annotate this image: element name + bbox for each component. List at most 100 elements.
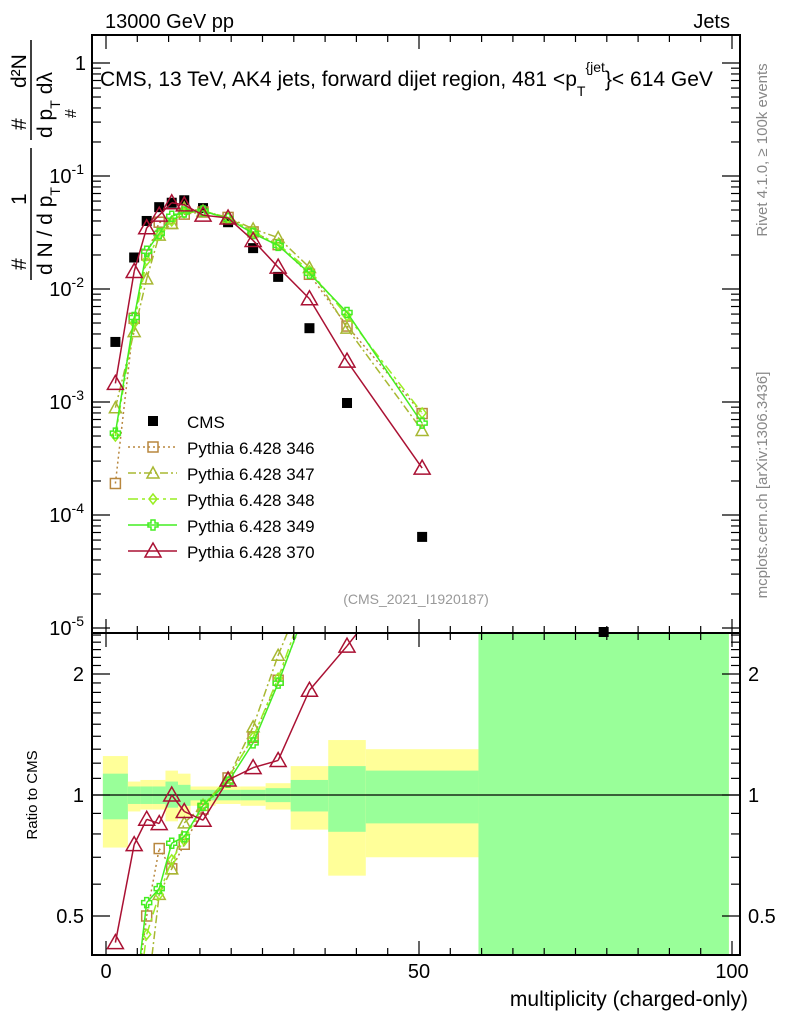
data-point: [248, 243, 259, 254]
ratio-plot-marks: [106, 632, 358, 956]
header-left: 13000 GeV pp: [105, 11, 234, 33]
ratio-point: [162, 785, 182, 802]
data-point: [109, 477, 122, 490]
series-line-4: [346, 312, 423, 424]
plot-title-main: CMS, 13 TeV, AK4 jets, forward dijet reg…: [100, 68, 577, 91]
legend-item: Pythia 6.428 346: [128, 439, 315, 458]
series-line-3: [252, 231, 279, 245]
series-line-1: [308, 273, 348, 327]
ratio-line-3: [252, 677, 279, 738]
data-point: [341, 306, 353, 319]
legend-item: Pythia 6.428 349: [128, 517, 315, 536]
series-line-4: [171, 211, 185, 217]
ratio-point: [140, 910, 153, 922]
data-point: [414, 422, 430, 437]
legend-label: Pythia 6.428 346: [187, 439, 315, 458]
ratio-y-label: Ratio to CMS: [24, 750, 41, 839]
plot-title-tail: }< 614 GeV: [605, 68, 713, 91]
ratio-point: [153, 882, 165, 895]
plot-title-sup: {jet: [585, 59, 605, 75]
series-line-5: [227, 217, 254, 241]
data-point: [243, 230, 263, 248]
data-point: [178, 206, 190, 218]
ratio-line-2: [252, 655, 279, 728]
data-point: [162, 193, 182, 210]
y-tick-label: 1: [75, 53, 86, 75]
ratio-point: [124, 835, 144, 852]
data-point: [124, 261, 144, 279]
legend-label: Pythia 6.428 370: [187, 543, 315, 562]
y-tick-label: 10-1: [49, 161, 84, 188]
ratio-point: [337, 636, 357, 653]
legend-label: Pythia 6.428 348: [187, 491, 315, 510]
ratio-y-tick-label-left: 1: [73, 785, 84, 807]
series-line-5: [133, 227, 148, 272]
legend-marker: [145, 465, 161, 479]
ratio-line-4: [139, 902, 148, 956]
y-tick-label: 10-5: [49, 613, 84, 640]
legend-item: Pythia 6.428 370: [128, 541, 315, 562]
ratio-plot-frame: [91, 632, 741, 956]
data-point: [174, 195, 194, 212]
ratio-point: [174, 801, 194, 819]
series-line-4: [308, 272, 348, 313]
ratio-point: [149, 814, 169, 831]
plot-title: CMS, 13 TeV, AK4 jets, forward dijet reg…: [100, 59, 713, 99]
ratio-line-3: [158, 859, 173, 895]
data-point: [165, 210, 178, 223]
ratio-line-3: [277, 632, 296, 679]
data-point: [270, 230, 286, 244]
data-point: [109, 427, 122, 439]
y-tick-label: 10-2: [49, 274, 84, 301]
data-point: [126, 324, 142, 338]
y-tick-label: 10-3: [49, 387, 84, 414]
ratio-line-5: [346, 632, 358, 647]
y-tick-label: 10-4: [49, 500, 84, 527]
ratio-point: [153, 842, 165, 855]
ratio-point: [247, 737, 259, 749]
mcplots-label: mcplots.cern.ch [arXiv:1306.3436]: [754, 372, 771, 599]
data-point: [154, 228, 165, 242]
ratio-point: [300, 680, 319, 698]
series-line-4: [277, 244, 310, 274]
ratio-line-2: [151, 894, 160, 956]
main-plot-marks: [106, 193, 609, 637]
data-point: [339, 320, 355, 334]
ratio-y-tick-label-right: 0.5: [748, 906, 776, 928]
data-point: [303, 267, 316, 279]
legend-marker: [143, 541, 163, 558]
ratio-line-4: [277, 632, 298, 684]
data-point: [129, 252, 140, 263]
header-right: Jets: [693, 11, 730, 33]
legend: CMS Pythia 6.428 346 Pythia 6.428 347 Pythi…: [128, 413, 315, 562]
legend-item: Pythia 6.428 347: [128, 465, 315, 484]
ratio-line-5: [277, 689, 311, 761]
ratio-point: [272, 677, 284, 689]
ratio-bands: [92, 633, 740, 955]
legend-marker: [148, 416, 158, 426]
ratio-point: [197, 799, 209, 812]
data-point: [272, 239, 284, 252]
y-label-den1: d N / d pT: [34, 187, 63, 275]
ratio-line-4: [252, 682, 279, 744]
data-point: [108, 400, 123, 414]
y-axis-label: # 1 d N / d pT d²N # d pTdλ #: [8, 40, 80, 280]
legend-marker: [147, 441, 159, 453]
y-label-num2: d²N: [8, 54, 31, 88]
ratio-line-3: [145, 894, 160, 935]
ratio-point: [176, 815, 192, 829]
data-point: [149, 205, 169, 222]
data-point: [247, 227, 259, 240]
ratio-line-3: [227, 736, 254, 779]
data-point: [412, 458, 432, 475]
series-line-5: [308, 298, 348, 362]
ratio-band-stat: [102, 773, 128, 820]
ratio-point: [272, 674, 284, 686]
data-point: [218, 208, 238, 225]
data-point: [153, 216, 165, 228]
series-line-2: [133, 278, 148, 332]
y-label-hash1: #: [8, 258, 31, 270]
legend-marker: [148, 492, 158, 506]
ratio-point: [270, 647, 286, 662]
